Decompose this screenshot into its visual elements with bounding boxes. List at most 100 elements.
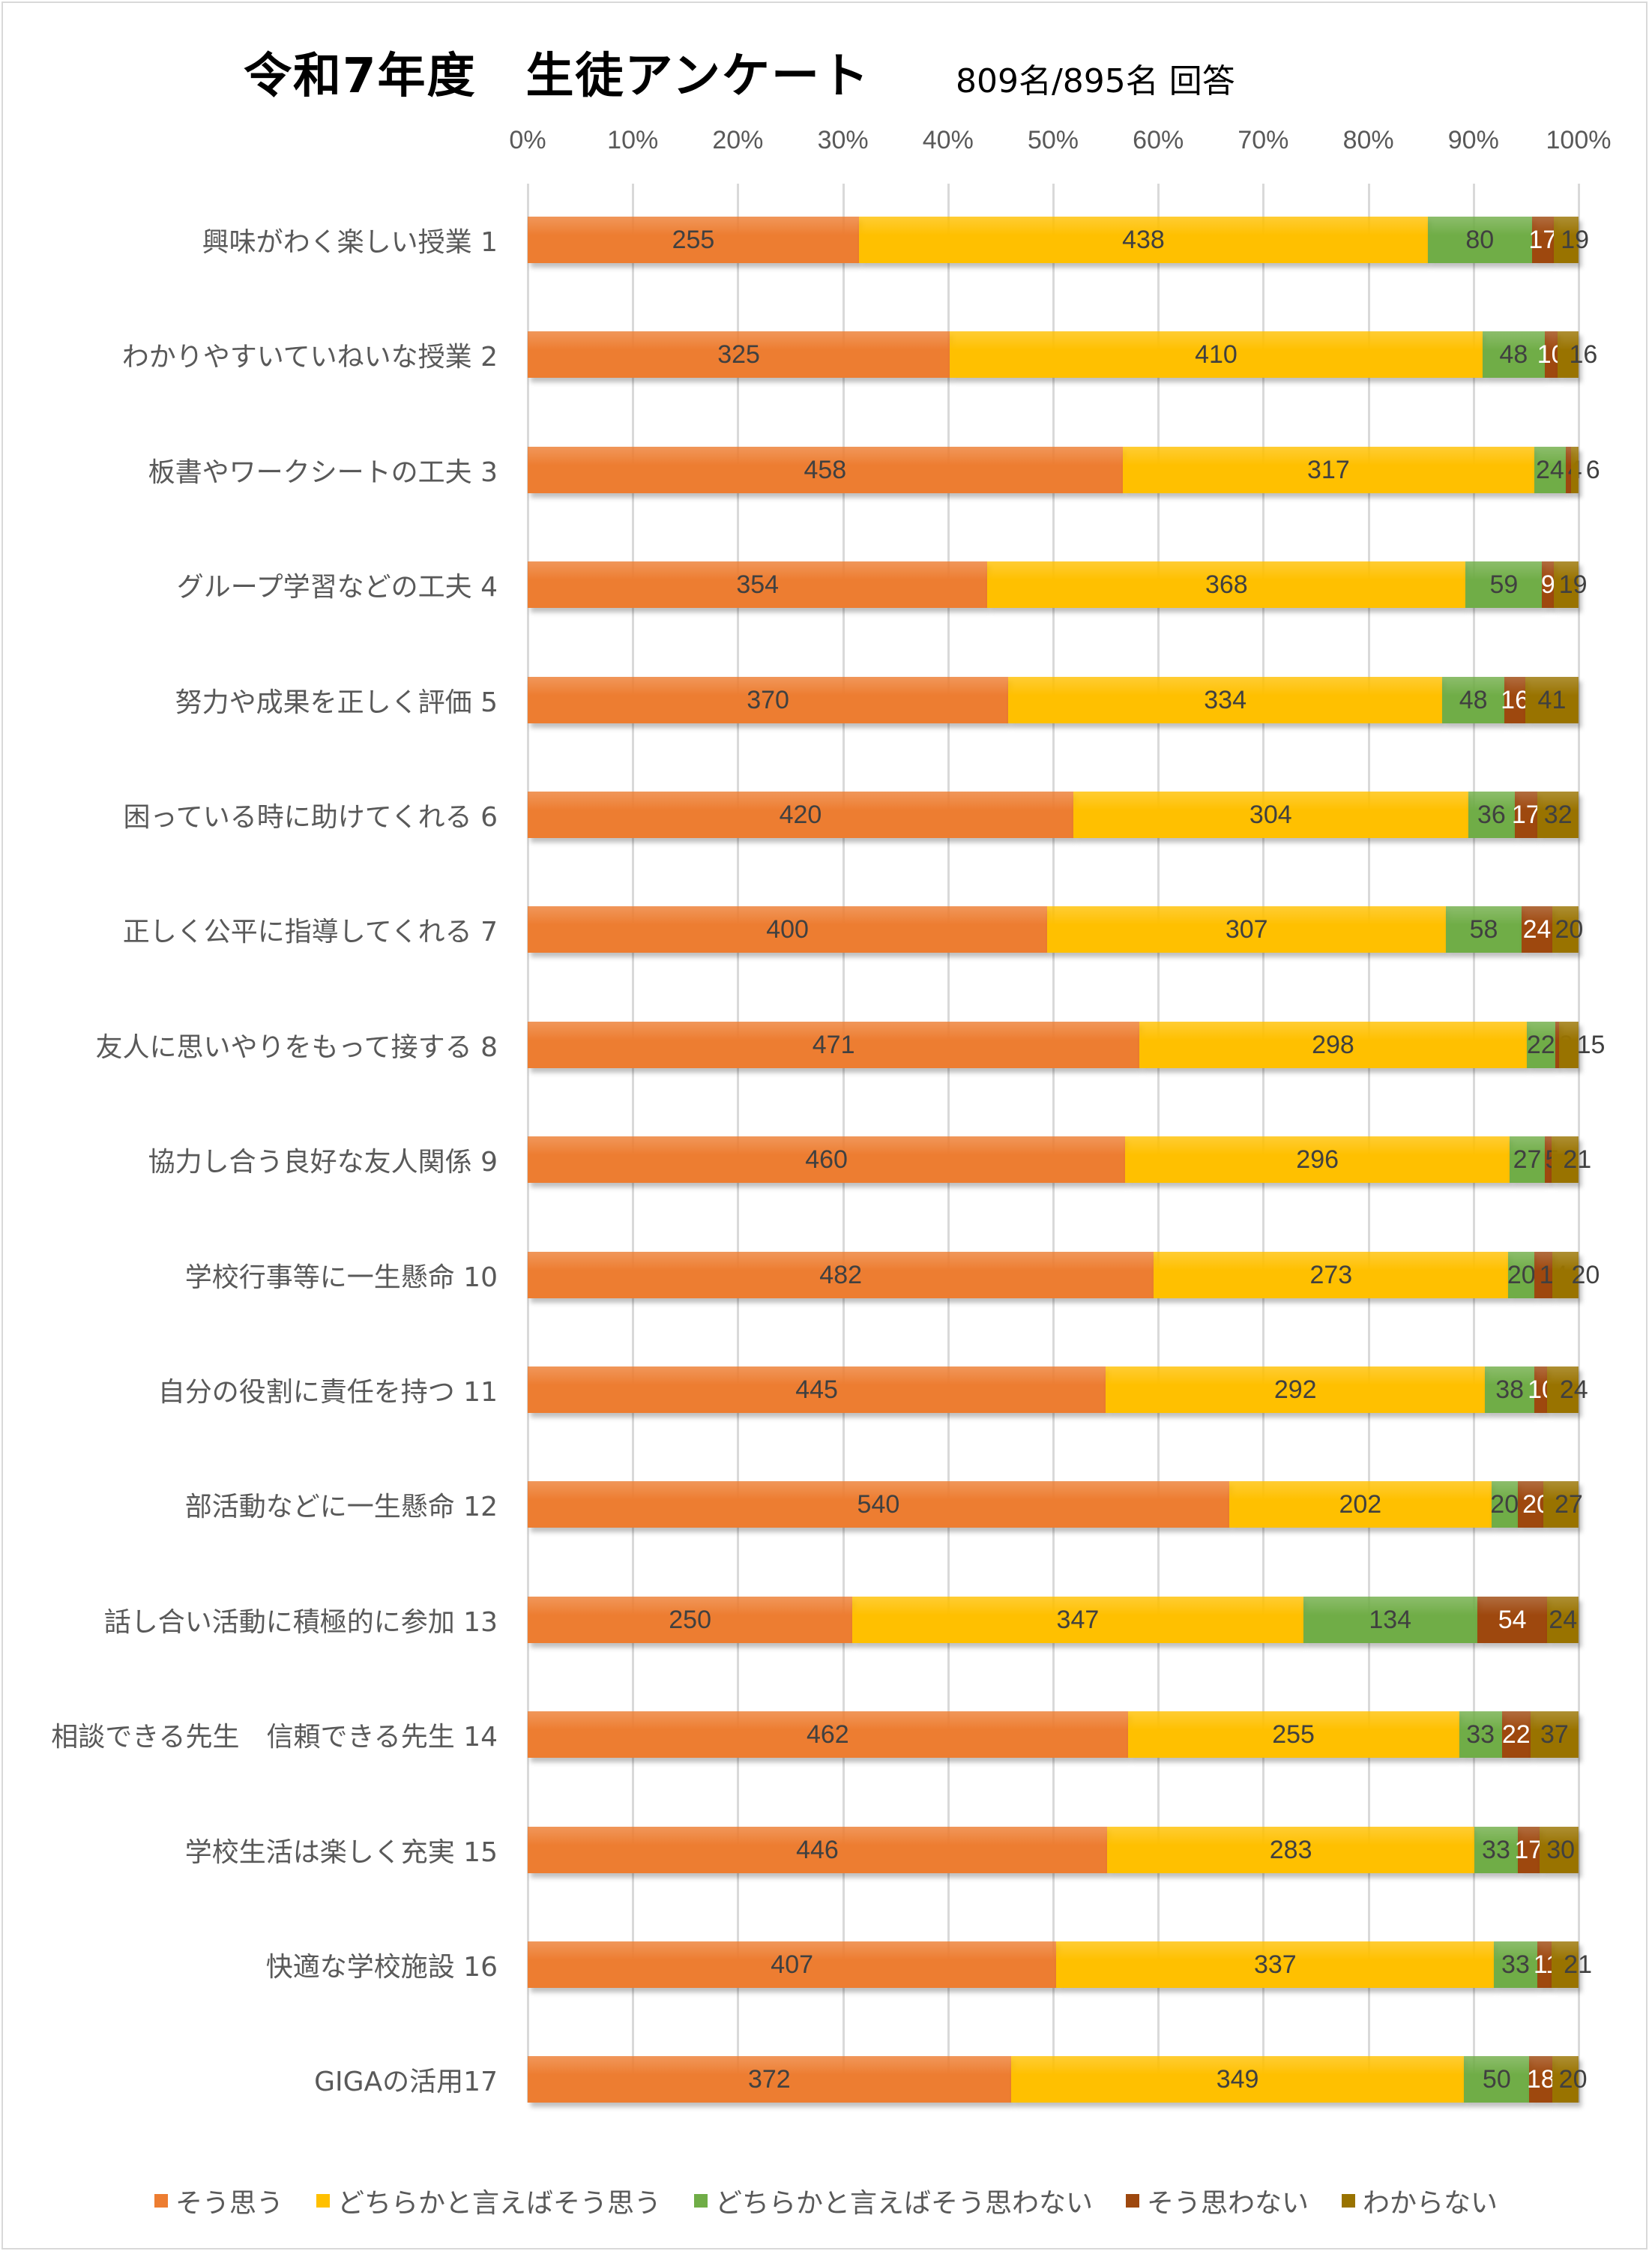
bar-segment xyxy=(1542,561,1555,609)
legend: そう思う どちらかと言えばそう思う どちらかと言えばそう思わない そう思わない わからな… xyxy=(0,2181,1652,2220)
data-label: 283 xyxy=(1269,1835,1312,1864)
legend-label: どちらかと言えばそう思わない xyxy=(714,2188,1093,2219)
bar-segment xyxy=(1468,792,1516,838)
bar-segment xyxy=(1547,1366,1579,1413)
bar-segment xyxy=(1047,906,1447,953)
bar-segment xyxy=(950,331,1483,379)
bar-segment xyxy=(1543,1481,1579,1528)
data-label: 38 xyxy=(1495,1375,1525,1404)
data-label: 349 xyxy=(1216,2065,1259,2094)
data-label: 80 xyxy=(1465,226,1495,254)
data-label: 27 xyxy=(1513,1145,1542,1175)
data-label: 16 xyxy=(1501,685,1529,714)
legend-item: どちらかと言えばそう思わない xyxy=(693,2181,1093,2220)
data-label: 58 xyxy=(1469,915,1498,944)
bar-segment xyxy=(1127,1711,1459,1759)
data-label: 17 xyxy=(1514,1835,1543,1864)
x-tick-label: 80% xyxy=(1342,126,1394,154)
data-label: 255 xyxy=(672,226,715,254)
legend-swatch xyxy=(1342,2194,1356,2208)
data-label: 317 xyxy=(1307,455,1350,484)
data-label: 304 xyxy=(1249,801,1292,829)
data-label: 17 xyxy=(1511,801,1540,829)
data-label: 33 xyxy=(1501,1950,1530,1979)
data-label: 458 xyxy=(804,455,847,484)
x-tick-label: 90% xyxy=(1447,126,1499,154)
bar-segment xyxy=(1547,1596,1579,1643)
data-label: 22 xyxy=(1526,1030,1555,1059)
category-label: 学校生活は楽しく充実 15 xyxy=(184,1836,498,1868)
bar-segment xyxy=(1552,2056,1579,2103)
data-label: 24 xyxy=(1535,455,1564,484)
category-label: 努力や成果を正しく評価 5 xyxy=(175,687,498,718)
legend-item: どちらかと言えばそう思う xyxy=(316,2181,661,2220)
bar-segment xyxy=(528,1481,1229,1528)
data-label: 307 xyxy=(1225,915,1268,944)
data-label: 9 xyxy=(1540,570,1555,600)
data-label: 370 xyxy=(747,685,789,714)
bar-segment xyxy=(528,1941,1057,1988)
bar-segment xyxy=(1551,1941,1579,1988)
bar-segment xyxy=(1073,792,1468,838)
bar-segment xyxy=(1537,1941,1552,1988)
category-label: グループ学習などの工夫 4 xyxy=(176,572,498,603)
data-label: 16 xyxy=(1569,340,1598,370)
bar-segment xyxy=(528,1251,1154,1298)
bar-segment xyxy=(1555,1021,1559,1068)
x-tick-label: 30% xyxy=(817,126,869,154)
bar-segment xyxy=(1517,1826,1540,1873)
bar-segment xyxy=(1526,1021,1555,1068)
category-label: 協力し合う良好な友人関係 9 xyxy=(148,1147,498,1178)
x-tick-label: 0% xyxy=(509,126,546,154)
data-label: 445 xyxy=(795,1375,838,1404)
x-tick-label: 70% xyxy=(1238,126,1289,154)
x-tick-label: 60% xyxy=(1133,126,1184,154)
data-label: 471 xyxy=(812,1030,855,1059)
legend-item: そう思う xyxy=(154,2181,283,2220)
bar-segment xyxy=(1544,1136,1552,1184)
data-label: 33 xyxy=(1482,1835,1510,1864)
bar-segment xyxy=(1008,676,1443,723)
bar-segment xyxy=(1504,676,1525,723)
data-label: 540 xyxy=(857,1490,900,1519)
data-label: 19 xyxy=(1561,226,1590,254)
gridline xyxy=(1578,184,1580,2103)
data-label: 482 xyxy=(819,1260,863,1289)
data-label: 22 xyxy=(1501,1720,1531,1750)
data-label: 24 xyxy=(1522,915,1552,944)
bar-segment xyxy=(1525,676,1579,723)
data-label: 347 xyxy=(1056,1605,1100,1634)
category-label: 快適な学校施設 16 xyxy=(265,1952,498,1983)
bar-segment xyxy=(1464,2056,1530,2103)
bar-segment xyxy=(1477,1596,1548,1643)
data-label: 37 xyxy=(1540,1720,1569,1750)
bar-segment xyxy=(528,331,950,379)
bar-segment xyxy=(1122,446,1535,493)
category-label: 自分の役割に責任を持つ 11 xyxy=(157,1377,498,1408)
category-label: 困っている時に助けてくれる 6 xyxy=(123,802,498,833)
bar-segment xyxy=(1551,1136,1579,1184)
data-label: 368 xyxy=(1205,570,1248,600)
data-label: 438 xyxy=(1122,226,1165,254)
data-label: 6 xyxy=(1585,455,1600,484)
bar-segment xyxy=(1106,1366,1486,1413)
data-label: 20 xyxy=(1558,2065,1588,2094)
data-label: 50 xyxy=(1482,2065,1511,2094)
bar-segment xyxy=(528,792,1073,838)
x-tick-label: 20% xyxy=(712,126,764,154)
bar-segment xyxy=(1558,331,1579,379)
category-label: 友人に思いやりをもって接する 8 xyxy=(95,1031,498,1063)
bar-segment xyxy=(1559,1021,1579,1068)
data-label: 48 xyxy=(1459,685,1488,714)
legend-label: どちらかと言えばそう思う xyxy=(337,2188,661,2219)
bar-segment xyxy=(528,1021,1140,1068)
bar-segment xyxy=(1139,1021,1527,1068)
data-label: 36 xyxy=(1477,801,1506,829)
bar-segment xyxy=(1056,1941,1495,1988)
category-label: 学校行事等に一生懸命 10 xyxy=(184,1262,498,1293)
data-label: 325 xyxy=(717,340,760,370)
chart-subtitle: 809名/895名 回答 xyxy=(956,62,1235,100)
bar-segment xyxy=(1485,1366,1535,1413)
data-label: 20 xyxy=(1507,1260,1536,1289)
